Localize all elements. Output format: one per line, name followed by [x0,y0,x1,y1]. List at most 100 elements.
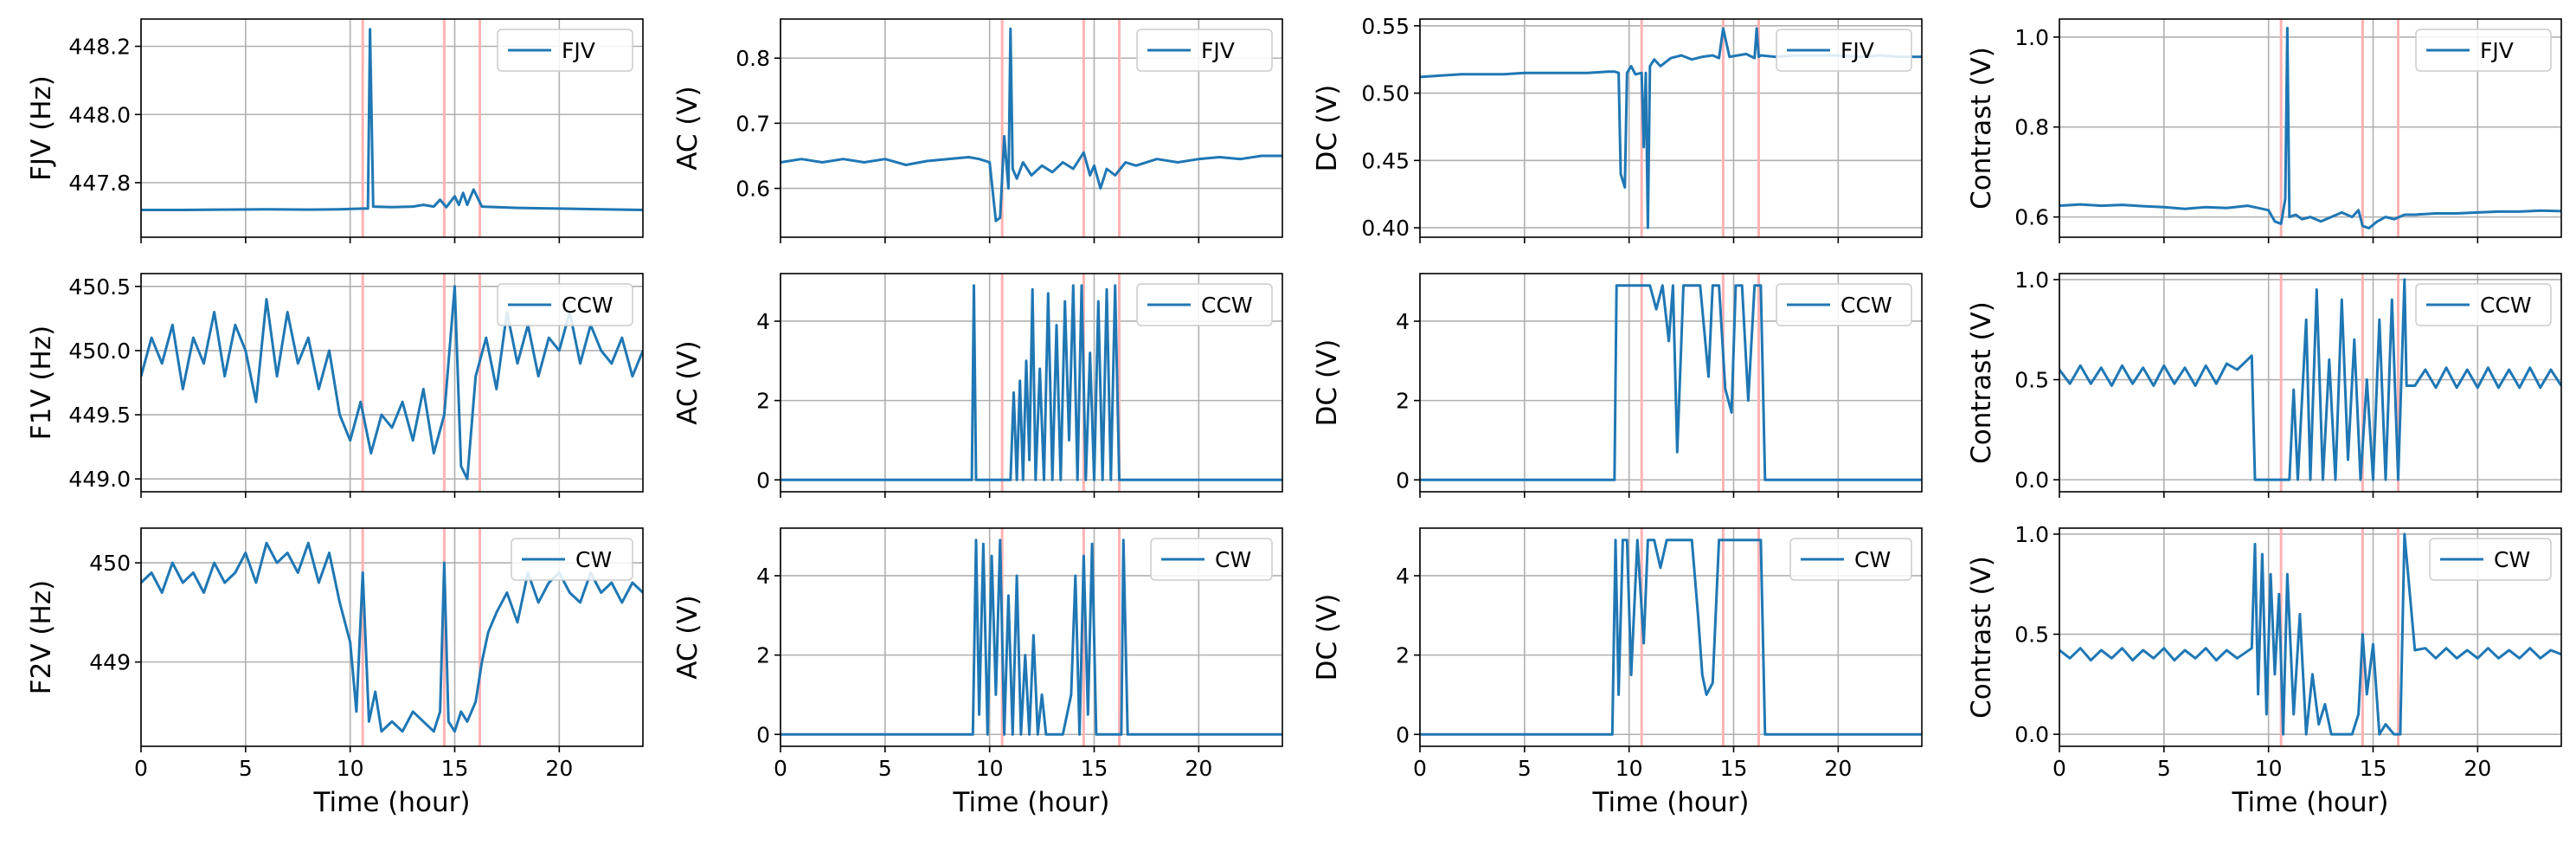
r2c1-x-tick-label-3: 15 [1081,756,1108,781]
r1c1-legend-label: CCW [1201,293,1253,318]
r2c3-axes-frame [2059,527,2562,747]
r2c1-x-tick-label-4: 20 [1185,756,1212,781]
r2c1-y-axis-label: AC (V) [672,595,703,680]
r2c3-x-tick-label-2: 10 [2255,756,2283,781]
r0c3-y-axis-label: Contrast (V) [1966,47,1997,210]
r2c0-y-axis-label: F2V (Hz) [26,580,57,694]
r2c0-x-axis-label: Time (hour) [313,787,471,818]
r1c1-legend-box [1136,283,1273,326]
r0c0-y-axis-label: FJV (Hz) [26,75,57,181]
r1c2-y-tick-label-0: 0 [1396,468,1410,493]
r0c3-y-tick-label-2: 1.0 [2014,25,2049,50]
r2c3-y-tick-label-0: 0.0 [2014,722,2049,747]
r1c2-legend-box [1776,283,1912,326]
r2c2-y-tick-label-1: 2 [1396,643,1410,668]
r1c1-y-tick-label-1: 2 [756,389,770,414]
r1c2-y-tick-label-2: 4 [1396,309,1410,334]
r2c3-series-line-cw [2059,532,2561,736]
r1c3-axes-frame [2059,273,2562,493]
r0c3-y-tick-label-1: 0.8 [2014,115,2049,140]
r2c2-y-axis-label: DC (V) [1312,594,1343,681]
r0c0-legend-box [497,29,633,72]
r2c3-x-tick-label-1: 5 [2157,756,2171,781]
r0c1-series-line-fjv [781,27,1282,223]
r2c1-legend-box [1150,538,1273,581]
r1c3-y-axis-label: Contrast (V) [1966,301,1997,464]
subplot-r2-c3: 0 2 4 DC (V) CCW [1312,273,1923,498]
r2c0-legend-label: CW [575,547,612,572]
r1c1-legend: CCW [1136,283,1273,326]
r1c0-series-line-ccw [141,285,643,481]
r0c0-y-tick-label-0: 447.8 [68,171,131,196]
r1c3-y-tick-label-2: 1.0 [2014,268,2049,293]
r1c3-legend: CCW [2415,283,2552,326]
r2c1-x-tick-label-1: 5 [878,756,892,781]
r1c0-y-axis-label: F1V (Hz) [26,326,57,440]
r2c1-x-tick-label-0: 0 [774,756,787,781]
r1c0-axes-frame [140,273,644,493]
r2c0-series-line-cw [141,541,643,733]
r1c3-y-tick-label-0: 0.0 [2014,468,2049,493]
r1c1-series-line-ccw [781,284,1282,481]
r2c2-x-tick-label-4: 20 [1824,756,1852,781]
r0c1-legend-box [1136,29,1273,72]
r2c1-axes-frame [780,527,1283,747]
r2c0-y-tick-label-1: 450 [89,551,131,576]
r2c2-y-tick-label-2: 4 [1396,564,1410,589]
r1c0-y-tick-label-3: 450.5 [68,274,131,300]
r0c3-legend-label: FJV [2480,38,2514,63]
subplot-r3-c1: 449 450 0 5 10 15 20 Time (hour) F2V (Hz) CW [26,527,644,818]
r1c0-y-tick-label-2: 450.0 [68,339,131,364]
r0c2-series-line-fjv [1420,27,1922,229]
r1c2-legend: CCW [1776,283,1912,326]
r1c0-legend-label: CCW [562,293,613,318]
r1c0-y-tick-label-1: 449.5 [68,403,131,428]
r2c0-x-tick-label-3: 15 [441,756,469,781]
r2c1-x-axis-label: Time (hour) [953,787,1110,818]
r2c3-legend-box [2429,538,2552,581]
r2c1-legend-label: CW [1215,547,1251,572]
r2c2-legend: CW [1789,538,1912,581]
r0c2-y-tick-label-3: 0.55 [1361,14,1410,39]
r2c2-series-line-cw [1420,539,1922,736]
subplot-r1-c4: 0.6 0.8 1.0 Contrast (V) FJV [1966,18,2562,243]
r0c0-series-line-fjv [141,28,643,211]
r2c1-legend: CW [1150,538,1273,581]
r0c0-axes-frame [140,18,644,238]
r1c3-series-line-ccw [2059,278,2561,481]
r2c0-x-tick-label-0: 0 [134,756,148,781]
r2c3-x-tick-label-4: 20 [2464,756,2491,781]
r0c3-legend-box [2415,29,2552,72]
r0c0-y-tick-label-1: 448.0 [68,102,131,127]
r1c0-y-tick-label-0: 449.0 [68,467,131,492]
r2c2-x-tick-label-3: 15 [1720,756,1748,781]
r2c3-y-tick-label-2: 1.0 [2014,522,2049,547]
r0c2-axes-frame [1419,18,1923,238]
subplot-r3-c4: 0.0 0.5 1.0 0 5 10 15 20 Time (hour) Contrast (V)… [1966,522,2562,818]
r2c0-legend-box [511,538,633,581]
r2c2-x-tick-label-1: 5 [1518,756,1532,781]
r2c1-y-tick-label-0: 0 [756,722,770,747]
r2c1-x-tick-label-2: 10 [976,756,1004,781]
r0c1-legend-label: FJV [1201,38,1235,63]
r1c3-legend-label: CCW [2480,293,2532,318]
r0c0-y-tick-label-2: 448.2 [68,35,131,60]
r0c1-y-axis-label: AC (V) [672,86,703,171]
r2c2-x-tick-label-0: 0 [1413,756,1427,781]
r2c2-legend-box [1789,538,1912,581]
r2c2-axes-frame [1419,527,1923,747]
r1c2-legend-label: CCW [1840,293,1892,318]
r0c2-y-tick-label-1: 0.45 [1361,148,1410,173]
subplot-r2-c1: 449.0 449.5 450.0 450.5 F1V (Hz) CCW [26,273,644,498]
r2c3-y-tick-label-1: 0.5 [2014,622,2049,648]
subplot-r2-c2: 0 2 4 AC (V) CCW [672,273,1283,498]
r0c0-legend-label: FJV [562,38,595,63]
r0c2-y-axis-label: DC (V) [1312,85,1343,172]
r2c0-y-tick-label-0: 449 [89,650,131,675]
r0c3-y-tick-label-0: 0.6 [2014,205,2049,230]
r0c2-legend: FJV [1776,29,1912,72]
subplot-r2-c4: 0.0 0.5 1.0 Contrast (V) CCW [1966,268,2562,498]
r1c0-legend: CCW [497,283,633,326]
r1c1-y-axis-label: AC (V) [672,340,703,425]
